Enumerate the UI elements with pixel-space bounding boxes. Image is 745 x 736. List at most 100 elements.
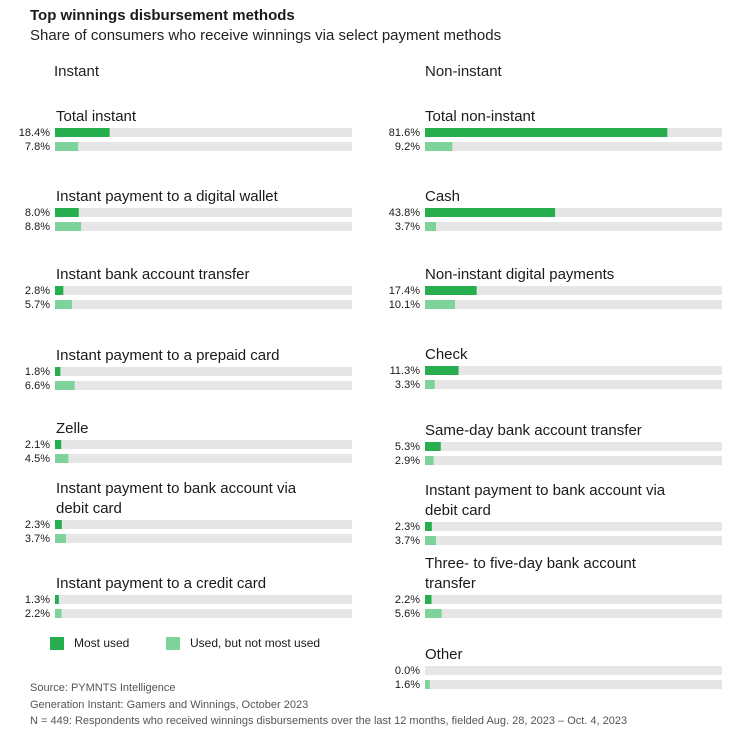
bar-used-not-most	[55, 381, 75, 390]
category-label: Instant payment to a digital wallet	[56, 188, 279, 205]
bar-most-used	[55, 208, 79, 217]
data-label: 8.8%	[25, 221, 50, 233]
data-label: 6.6%	[25, 380, 50, 392]
data-label: 10.1%	[389, 299, 420, 311]
bar-most-used	[425, 522, 432, 531]
data-label: 9.2%	[395, 141, 420, 153]
bar-track	[425, 456, 722, 465]
bar-track	[425, 442, 722, 451]
panel-title-non-instant: Non-instant	[425, 63, 502, 80]
category-label: Total instant	[56, 108, 137, 125]
data-label: 8.0%	[25, 207, 50, 219]
data-label: 3.7%	[395, 535, 420, 547]
category-label: Same-day bank account transfer	[425, 422, 642, 439]
chart-subtitle: Share of consumers who receive winnings …	[30, 27, 502, 44]
bar-track	[425, 300, 722, 309]
bar-track	[55, 142, 352, 151]
data-label: 43.8%	[389, 207, 420, 219]
bar-track	[425, 666, 722, 675]
bar-most-used	[55, 286, 64, 295]
category-label: Instant payment to bank account via	[425, 482, 666, 499]
bar-used-not-most	[55, 222, 82, 231]
category-label: Cash	[425, 188, 460, 205]
data-label: 17.4%	[389, 285, 420, 297]
bar-used-not-most	[55, 534, 66, 543]
bar-most-used	[425, 286, 477, 295]
bar-most-used	[425, 128, 668, 137]
data-label: 1.3%	[25, 594, 50, 606]
data-label: 2.1%	[25, 439, 50, 451]
bar-used-not-most	[425, 609, 442, 618]
bar-track	[55, 222, 352, 231]
category-label: debit card	[425, 502, 491, 519]
legend-label-most-used: Most used	[74, 636, 130, 650]
bar-most-used	[55, 128, 110, 137]
data-label: 1.8%	[25, 366, 50, 378]
bar-track	[425, 208, 722, 217]
data-label: 5.7%	[25, 299, 50, 311]
bar-most-used	[55, 440, 62, 449]
bar-track	[55, 520, 352, 529]
chart-title: Top winnings disbursement methods	[30, 7, 295, 24]
bar-track	[55, 595, 352, 604]
bar-most-used	[425, 208, 556, 217]
bar-track	[55, 440, 352, 449]
bar-used-not-most	[425, 456, 434, 465]
legend-item-most-used: Most used	[50, 635, 129, 651]
bar-used-not-most	[55, 609, 62, 618]
data-label: 2.2%	[395, 594, 420, 606]
data-label: 3.7%	[25, 533, 50, 545]
data-label: 7.8%	[25, 141, 50, 153]
footer-note: N = 449: Respondents who received winnin…	[30, 715, 628, 727]
bar-track	[425, 595, 722, 604]
bar-track	[55, 381, 352, 390]
bar-most-used	[55, 367, 61, 376]
data-label: 2.3%	[25, 519, 50, 531]
data-label: 3.3%	[395, 379, 420, 391]
bar-track	[55, 367, 352, 376]
category-label: Instant payment to bank account via	[56, 480, 297, 497]
data-label: 18.4%	[19, 127, 50, 139]
category-label: Non-instant digital payments	[425, 266, 614, 283]
data-label: 2.3%	[395, 521, 420, 533]
bar-used-not-most	[425, 222, 436, 231]
bar-track	[55, 534, 352, 543]
bar-most-used	[55, 520, 62, 529]
bar-used-not-most	[425, 300, 455, 309]
category-label: Instant payment to a prepaid card	[56, 347, 279, 364]
bar-track	[425, 522, 722, 531]
bar-track	[55, 208, 352, 217]
data-label: 2.2%	[25, 608, 50, 620]
bar-used-not-most	[425, 142, 453, 151]
bar-track	[55, 128, 352, 137]
bar-track	[425, 142, 722, 151]
data-label: 11.3%	[390, 365, 421, 377]
data-label: 3.7%	[395, 221, 420, 233]
bar-most-used	[425, 366, 459, 375]
category-label: Three- to five-day bank account	[425, 555, 637, 572]
bar-track	[425, 222, 722, 231]
legend-label-used: Used, but not most used	[190, 636, 321, 650]
data-label: 5.6%	[395, 608, 420, 620]
category-label: Check	[425, 346, 468, 363]
bar-used-not-most	[425, 536, 436, 545]
legend-swatch-used	[166, 636, 180, 650]
bar-track	[55, 300, 352, 309]
bar-most-used	[425, 442, 441, 451]
bar-used-not-most	[425, 380, 435, 389]
bar-most-used	[425, 595, 432, 604]
bar-track	[425, 380, 722, 389]
category-label: Total non-instant	[425, 108, 536, 125]
bar-track	[425, 366, 722, 375]
data-label: 4.5%	[25, 453, 50, 465]
category-label: Other	[425, 646, 463, 663]
bar-used-not-most	[55, 142, 79, 151]
data-label: 5.3%	[395, 441, 420, 453]
bar-used-not-most	[55, 454, 69, 463]
legend-item-used: Used, but not most used	[166, 635, 320, 651]
data-label: 2.8%	[25, 285, 50, 297]
data-label: 81.6%	[389, 127, 420, 139]
data-label: 0.0%	[395, 665, 420, 677]
category-label: Zelle	[56, 420, 89, 437]
